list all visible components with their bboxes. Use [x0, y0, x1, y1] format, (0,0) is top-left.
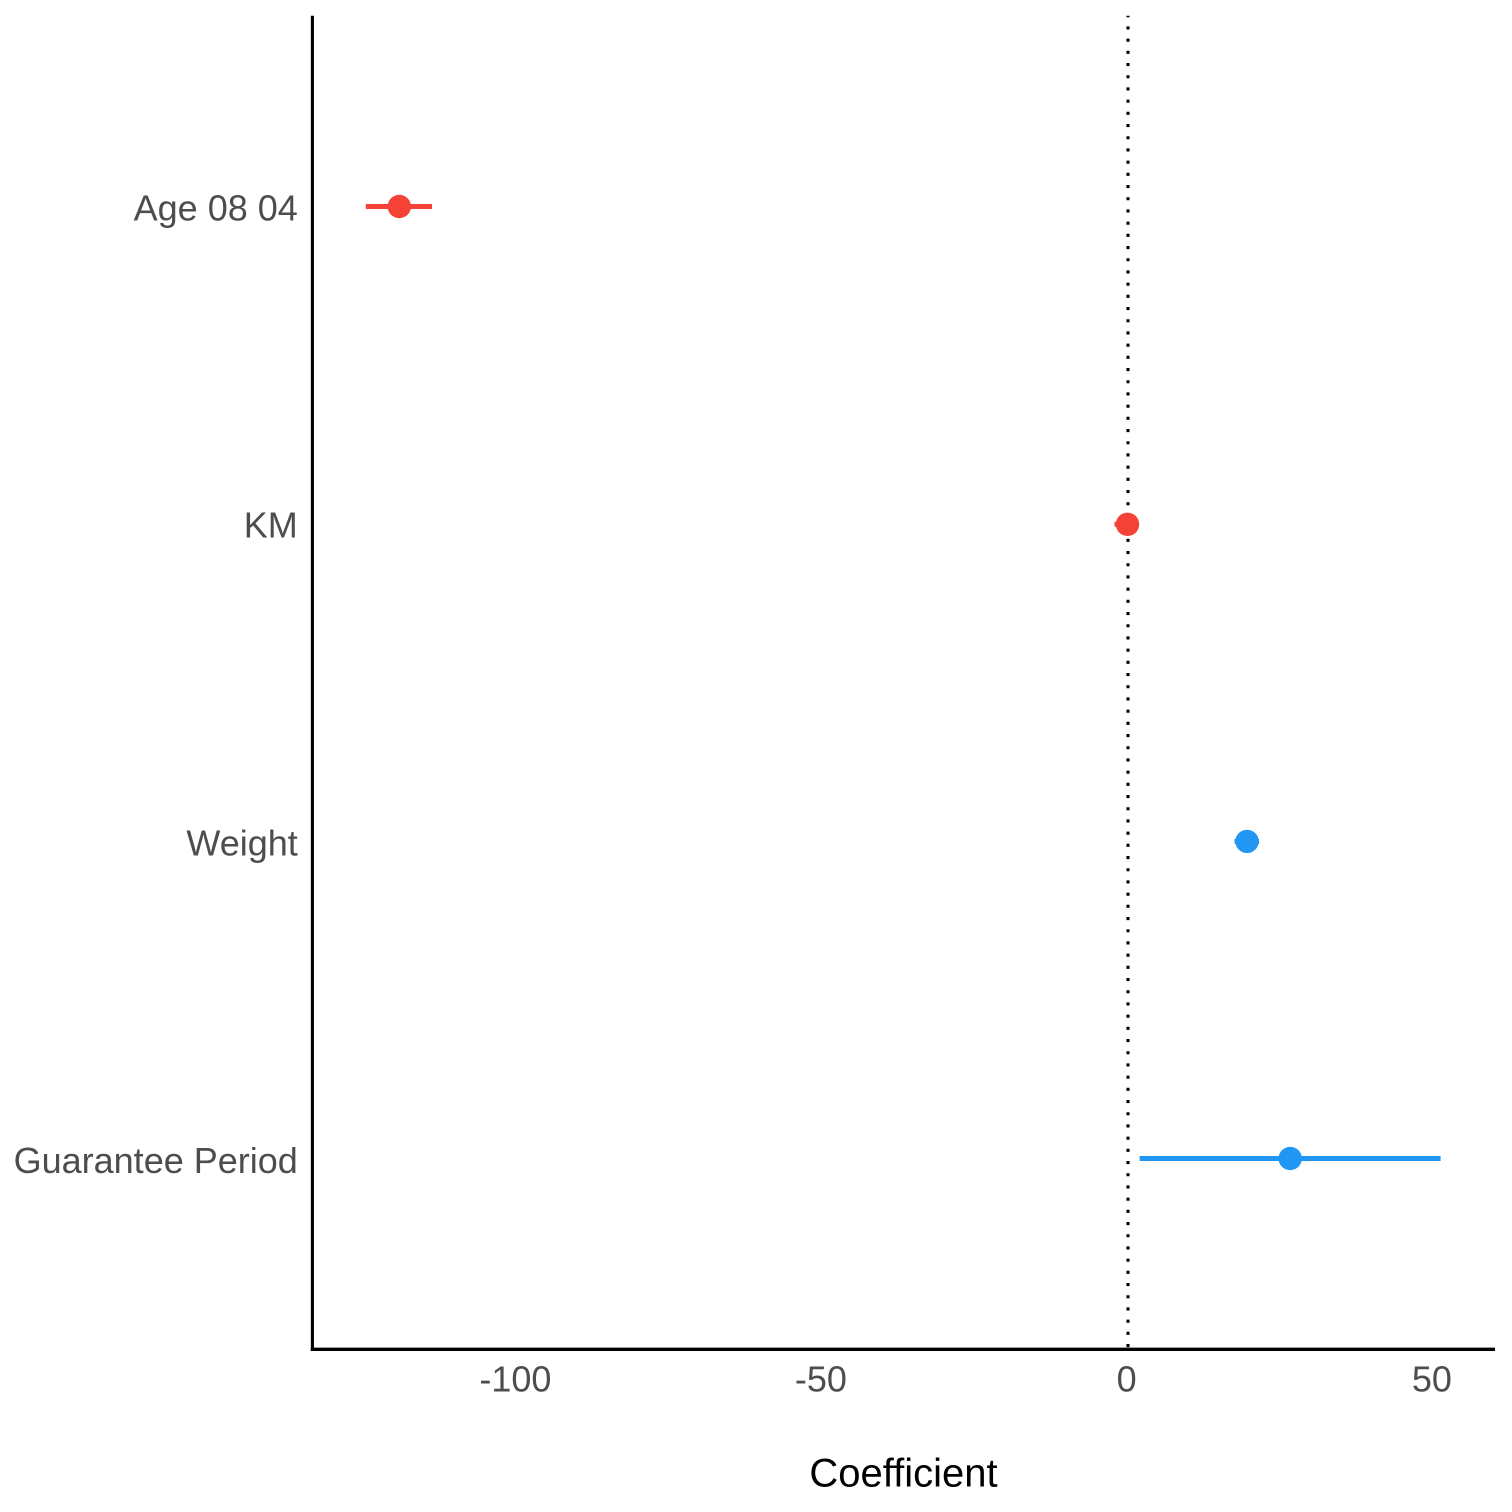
svg-text:-50: -50 [795, 1359, 847, 1400]
svg-text:-100: -100 [479, 1359, 551, 1400]
svg-text:Coefficient: Coefficient [809, 1452, 997, 1496]
svg-text:KM: KM [244, 505, 298, 546]
svg-text:Guarantee Period: Guarantee Period [14, 1140, 298, 1181]
svg-text:0: 0 [1117, 1359, 1137, 1400]
svg-text:50: 50 [1412, 1359, 1452, 1400]
svg-text:Weight: Weight [186, 822, 297, 863]
svg-text:Age 08 04: Age 08 04 [134, 187, 298, 228]
